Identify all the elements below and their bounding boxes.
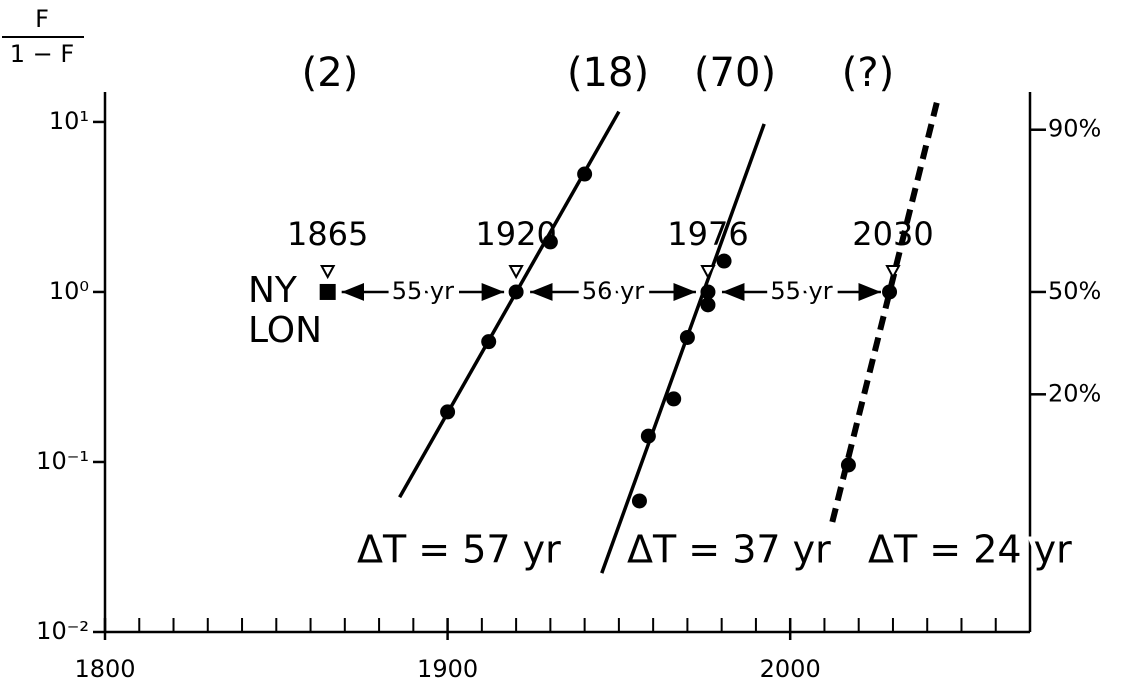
y2-tick-label: 50% <box>1048 277 1101 305</box>
point <box>481 334 497 350</box>
y-tick-label: 10⁰ <box>49 277 89 305</box>
point-label: NY <box>248 270 298 311</box>
point <box>577 166 593 182</box>
point <box>700 297 716 313</box>
point <box>542 234 558 250</box>
delta-label: ΔT = 24 yr <box>868 528 1072 572</box>
interval-label: 56 yr <box>582 277 644 305</box>
x-tick-label: 2000 <box>760 655 821 683</box>
midpoint-marker <box>320 265 336 280</box>
series-label: (?) <box>842 50 894 96</box>
point-label: LON <box>248 310 322 351</box>
point <box>440 404 456 420</box>
interval-label: 55 yr <box>770 277 832 305</box>
point <box>508 284 524 300</box>
y-tick-label: 10¹ <box>49 107 89 135</box>
midpoint-label: 1920 <box>475 215 556 253</box>
midpoint-label: 1865 <box>287 215 368 253</box>
point <box>840 457 856 473</box>
delta-label: ΔT = 37 yr <box>627 528 831 572</box>
x-tick-label: 1900 <box>417 655 478 683</box>
x-tick-label: 1800 <box>74 655 135 683</box>
series-label: (18) <box>567 50 649 96</box>
point <box>700 284 716 300</box>
y-label-numerator: F <box>35 5 49 33</box>
midpoint-marker <box>700 265 716 280</box>
fit-line <box>829 99 941 523</box>
point <box>716 253 732 269</box>
fit-line <box>600 123 766 574</box>
point <box>666 391 682 407</box>
series-label: (2) <box>302 50 359 96</box>
interval-label: 55 yr <box>392 277 454 305</box>
y-label-denominator: 1 − F <box>10 40 74 68</box>
point <box>631 493 647 509</box>
point <box>640 428 656 444</box>
midpoint-marker <box>508 265 524 280</box>
series-label: (70) <box>694 50 776 96</box>
point <box>319 283 336 300</box>
midpoint-label: 1976 <box>667 215 748 253</box>
y2-tick-label: 20% <box>1048 379 1101 407</box>
point <box>882 284 898 300</box>
y-tick-label: 10⁻¹ <box>36 447 89 475</box>
y2-tick-label: 90% <box>1048 115 1101 143</box>
point <box>679 329 695 345</box>
midpoint-marker <box>885 265 901 280</box>
midpoint-label: 2030 <box>852 215 933 253</box>
delta-label: ΔT = 57 yr <box>357 528 561 572</box>
y-tick-label: 10⁻² <box>36 617 89 645</box>
